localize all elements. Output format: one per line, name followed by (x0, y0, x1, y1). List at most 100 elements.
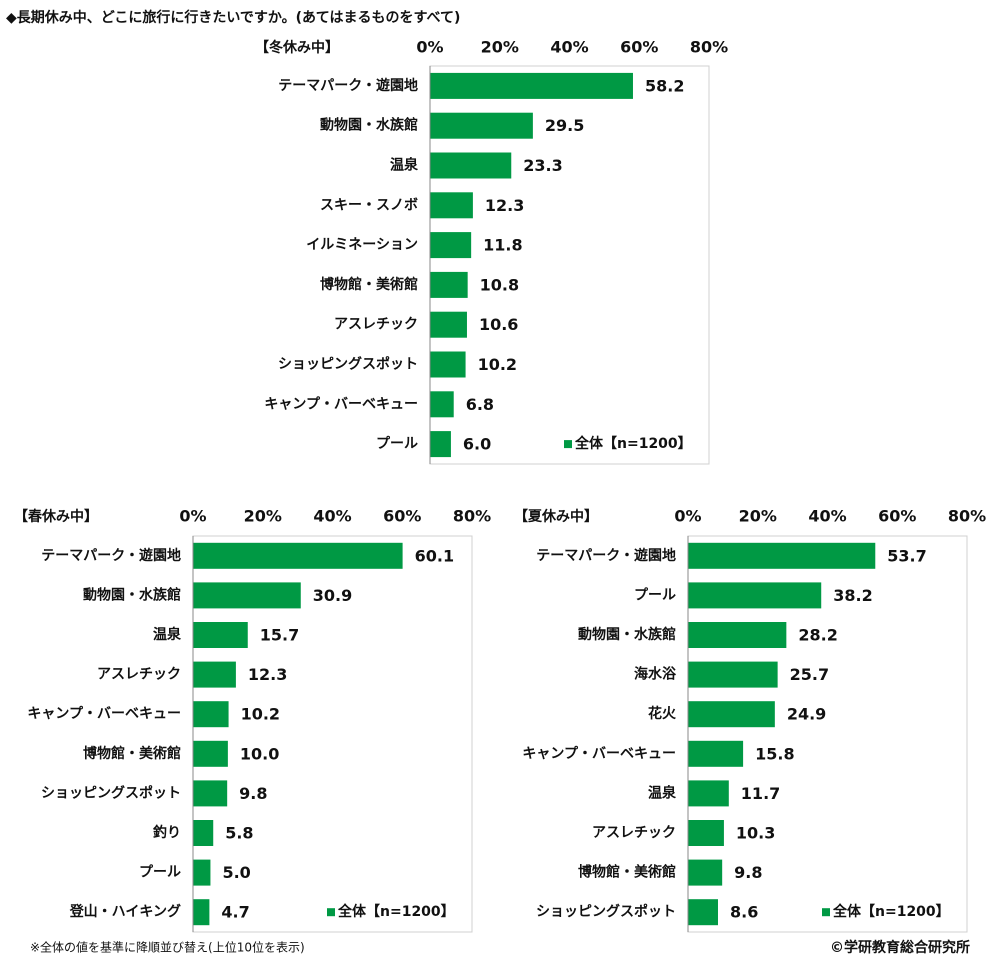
category-label: テーマパーク・遊園地 (278, 77, 418, 94)
value-label: 15.7 (260, 626, 299, 645)
legend-label: 全体【n=1200】 (574, 435, 692, 452)
category-label: 海水浴 (634, 666, 677, 683)
category-label: ショッピングスポット (278, 356, 418, 373)
category-label: テーマパーク・遊園地 (536, 547, 676, 564)
value-label: 60.1 (415, 546, 454, 565)
category-label: 釣り (153, 824, 181, 841)
bar (193, 859, 211, 886)
value-label: 12.3 (248, 665, 287, 684)
x-tick-label: 40% (808, 507, 846, 526)
bar (430, 311, 467, 338)
bar (430, 72, 633, 99)
bar (193, 780, 228, 807)
footnote: ※全体の値を基準に降順並び替え(上位10位を表示) (30, 940, 305, 955)
bar (688, 780, 729, 807)
chart-title: 【夏休み中】 (514, 508, 598, 525)
value-label: 6.8 (466, 395, 494, 414)
legend-label: 全体【n=1200】 (832, 903, 950, 920)
value-label: 28.2 (798, 626, 837, 645)
bar (430, 271, 468, 298)
category-label: ショッピングスポット (41, 784, 181, 801)
value-label: 12.3 (485, 196, 524, 215)
x-tick-label: 60% (383, 507, 421, 526)
x-tick-label: 80% (453, 507, 491, 526)
bar (430, 112, 533, 139)
bar (193, 542, 403, 569)
bar (688, 701, 775, 728)
value-label: 10.8 (480, 275, 519, 294)
legend-swatch (564, 440, 572, 449)
bar (688, 740, 744, 767)
legend-label: 全体【n=1200】 (337, 903, 455, 920)
bar (430, 152, 512, 179)
category-label: キャンプ・バーベキュー (27, 706, 181, 722)
x-tick-label: 20% (244, 507, 282, 526)
bar (688, 661, 778, 688)
chart-title: 【春休み中】 (14, 508, 98, 525)
category-label: 博物館・美術館 (320, 276, 418, 293)
category-label: ショッピングスポット (536, 903, 676, 920)
category-label: アスレチック (97, 667, 181, 683)
bar (193, 582, 301, 609)
category-label: 温泉 (153, 626, 182, 643)
credit: ©学研教育総合研究所 (830, 939, 970, 956)
bar (193, 820, 214, 846)
bar (430, 232, 472, 259)
category-label: テーマパーク・遊園地 (41, 547, 181, 564)
bar (430, 431, 451, 458)
bar (688, 582, 822, 609)
chart-title: 【冬休み中】 (255, 39, 339, 56)
page-title: ◆長期休み中、どこに旅行に行きたいですか。(あてはまるものをすべて) (6, 9, 460, 26)
category-label: プール (139, 865, 181, 881)
value-label: 9.8 (734, 863, 762, 882)
category-label: アスレチック (592, 825, 676, 841)
value-label: 53.7 (887, 546, 926, 565)
category-label: 動物園・水族館 (578, 626, 676, 643)
x-tick-label: 40% (313, 507, 351, 526)
category-label: イルミネーション (306, 237, 418, 253)
value-label: 10.6 (479, 315, 518, 334)
bar (193, 661, 236, 688)
bar (193, 740, 228, 767)
bar (688, 899, 718, 926)
value-label: 15.8 (755, 744, 794, 763)
value-label: 11.7 (741, 784, 780, 803)
value-label: 9.8 (239, 784, 267, 803)
value-label: 24.9 (787, 705, 826, 724)
value-label: 38.2 (833, 586, 872, 605)
value-label: 5.8 (225, 824, 253, 843)
legend-swatch (327, 908, 335, 917)
x-tick-label: 40% (550, 38, 588, 57)
value-label: 29.5 (545, 116, 584, 135)
value-label: 30.9 (313, 586, 352, 605)
bar (688, 542, 876, 569)
x-tick-label: 80% (690, 38, 728, 57)
value-label: 23.3 (523, 156, 562, 175)
category-label: キャンプ・バーベキュー (264, 396, 418, 412)
category-label: 温泉 (390, 157, 419, 174)
bar (688, 859, 723, 886)
x-tick-label: 0% (179, 507, 206, 526)
value-label: 4.7 (221, 903, 249, 922)
category-label: プール (376, 436, 418, 452)
value-label: 6.0 (463, 435, 491, 454)
x-tick-label: 20% (739, 507, 777, 526)
x-tick-label: 0% (416, 38, 443, 57)
category-label: スキー・スノボ (320, 197, 418, 213)
x-tick-label: 20% (481, 38, 519, 57)
category-label: 登山・ハイキング (69, 903, 181, 920)
value-label: 5.0 (222, 863, 250, 882)
category-label: 動物園・水族館 (83, 586, 181, 603)
bar (430, 391, 454, 418)
bar (193, 899, 210, 926)
category-label: 花火 (648, 705, 677, 722)
value-label: 11.8 (483, 236, 522, 255)
category-label: プール (634, 587, 676, 603)
x-tick-label: 0% (674, 507, 701, 526)
bar (430, 192, 473, 219)
x-tick-label: 80% (948, 507, 986, 526)
bar (193, 701, 229, 728)
x-tick-label: 60% (620, 38, 658, 57)
bar (193, 622, 248, 648)
